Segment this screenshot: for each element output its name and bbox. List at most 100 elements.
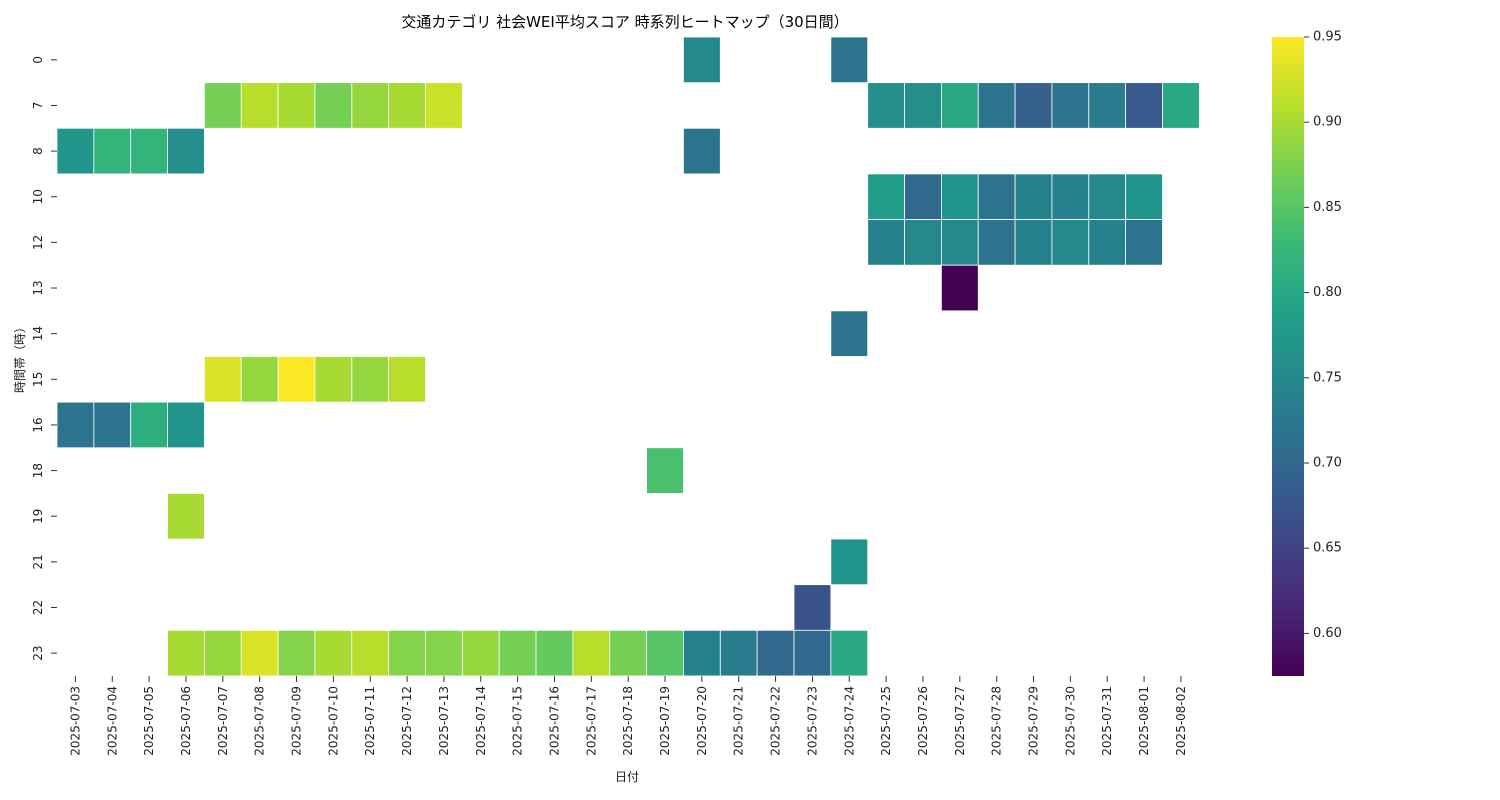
y-tick-label: 18 <box>31 463 45 478</box>
heatmap-cell <box>203 629 242 677</box>
x-tick-label: 2025-07-07 <box>216 686 230 756</box>
colorbar-tick-label: 0.95 <box>1313 30 1342 45</box>
heatmap-cell <box>1051 173 1090 220</box>
heatmap-cell <box>277 629 316 677</box>
heatmap-cell <box>609 629 647 677</box>
heatmap-cell <box>425 82 463 129</box>
heatmap-cell <box>1088 173 1127 220</box>
x-tick-label: 2025-07-05 <box>142 686 156 756</box>
x-tick-label: 2025-07-24 <box>842 686 856 756</box>
heatmap-cell <box>904 173 942 220</box>
colorbar-tick-label: 0.80 <box>1313 285 1342 300</box>
heatmap-cell <box>977 219 1016 266</box>
heatmap-cell <box>314 356 353 403</box>
heatmap-cell <box>461 629 500 677</box>
x-tick-label: 2025-07-15 <box>511 686 525 756</box>
heatmap-cell <box>167 492 205 540</box>
x-tick-label: 2025-07-08 <box>253 686 267 756</box>
x-tick-label: 2025-08-02 <box>1174 686 1188 756</box>
colorbar-tick-label: 0.65 <box>1313 541 1342 556</box>
heatmap-cells <box>56 36 1200 677</box>
heatmap-cell <box>904 219 942 266</box>
x-axis-label: 日付 <box>615 770 639 784</box>
heatmap-cell <box>277 356 316 403</box>
x-tick-label: 2025-07-28 <box>990 686 1004 756</box>
x-axis-ticks: 2025-07-03 2025-07-04 2025-07-05 2025-07-06… <box>68 675 1188 756</box>
heatmap-cell <box>977 82 1016 129</box>
x-tick-label: 2025-07-19 <box>658 686 672 756</box>
y-axis-ticks: 0 7 8 10 12 13 14 15 16 18 19 21 22 23 <box>31 56 57 661</box>
heatmap-cell <box>498 629 537 677</box>
heatmap-cell <box>793 629 832 677</box>
heatmap-cell <box>830 36 869 84</box>
heatmap-cell <box>756 629 795 677</box>
y-tick-label: 19 <box>31 509 45 524</box>
x-tick-label: 2025-07-06 <box>179 686 193 756</box>
heatmap-cell <box>240 629 279 677</box>
heatmap-cell <box>683 127 721 175</box>
heatmap-cell <box>1125 219 1163 266</box>
heatmap-cell <box>167 629 205 677</box>
heatmap-cell <box>388 82 426 129</box>
heatmap-cell <box>719 629 758 677</box>
heatmap-cell <box>572 629 611 677</box>
x-tick-label: 2025-07-26 <box>916 686 930 756</box>
x-tick-label: 2025-07-30 <box>1063 686 1077 756</box>
heatmap-cell <box>830 310 869 357</box>
y-tick-label: 16 <box>31 417 45 432</box>
heatmap-cell <box>1014 173 1053 220</box>
heatmap-cell <box>1014 82 1053 129</box>
heatmap-cell <box>646 447 684 494</box>
heatmap-cell <box>793 584 832 631</box>
heatmap-cell <box>535 629 574 677</box>
heatmap-cell <box>977 173 1016 220</box>
heatmap-cell <box>867 173 905 220</box>
heatmap-cell <box>683 629 721 677</box>
x-tick-label: 2025-07-20 <box>695 686 709 756</box>
heatmap-cell <box>425 629 463 677</box>
heatmap-cell <box>683 36 721 84</box>
x-tick-label: 2025-07-31 <box>1100 686 1114 756</box>
x-tick-label: 2025-07-09 <box>290 686 304 756</box>
heatmap-cell <box>1125 82 1163 129</box>
heatmap-cell <box>314 82 353 129</box>
colorbar-tick-label: 0.85 <box>1313 200 1342 215</box>
colorbar-ticks: 0.60 0.65 0.70 0.75 0.80 0.85 0.90 0.95 <box>1304 30 1342 641</box>
y-tick-label: 15 <box>31 372 45 387</box>
heatmap-cell <box>351 629 390 677</box>
y-tick-label: 23 <box>31 645 45 660</box>
heatmap-cell <box>277 82 316 129</box>
heatmap-cell <box>1014 219 1053 266</box>
heatmap-cell <box>1051 219 1090 266</box>
heatmap-cell <box>56 127 95 175</box>
heatmap-cell <box>941 219 979 266</box>
x-tick-label: 2025-07-10 <box>326 686 340 756</box>
heatmap-cell <box>1088 219 1127 266</box>
y-tick-label: 7 <box>31 102 45 110</box>
x-tick-label: 2025-07-25 <box>879 686 893 756</box>
colorbar-tick-label: 0.70 <box>1313 456 1342 471</box>
heatmap-cell <box>646 629 684 677</box>
heatmap-cell <box>388 356 426 403</box>
x-tick-label: 2025-07-16 <box>547 686 561 756</box>
x-tick-label: 2025-07-27 <box>953 686 967 756</box>
heatmap-cell <box>867 219 905 266</box>
y-tick-label: 14 <box>31 326 45 341</box>
y-tick-label: 10 <box>31 189 45 204</box>
x-tick-label: 2025-07-14 <box>474 686 488 756</box>
heatmap-cell <box>1051 82 1090 129</box>
heatmap-cell <box>867 82 905 129</box>
heatmap-cell <box>240 82 279 129</box>
heatmap-cell <box>830 538 869 586</box>
heatmap-cell <box>351 356 390 403</box>
heatmap-cell <box>93 127 132 175</box>
heatmap-cell <box>93 401 132 449</box>
heatmap-cell <box>941 264 979 312</box>
colorbar-tick-label: 0.75 <box>1313 370 1342 385</box>
y-tick-label: 8 <box>31 147 45 155</box>
y-tick-label: 13 <box>31 280 45 295</box>
x-tick-label: 2025-07-21 <box>732 686 746 756</box>
heatmap-cell <box>904 82 942 129</box>
x-tick-label: 2025-07-23 <box>805 686 819 756</box>
heatmap-cell <box>941 82 979 129</box>
